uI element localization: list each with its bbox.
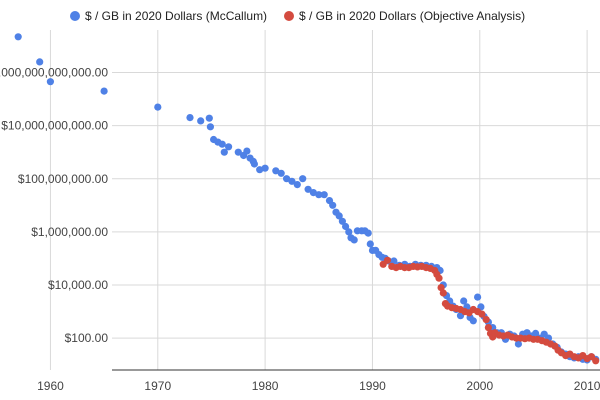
y-tick-label: $1,000,000.00 bbox=[31, 225, 108, 239]
legend-marker-mccallum bbox=[70, 11, 80, 21]
data-point bbox=[435, 274, 443, 282]
data-point bbox=[383, 256, 392, 264]
x-tick-label: 2000 bbox=[466, 379, 493, 393]
legend: $ / GB in 2020 Dollars (McCallum) $ / GB… bbox=[70, 9, 525, 23]
data-point bbox=[14, 33, 22, 41]
series-1 bbox=[379, 256, 600, 365]
data-point bbox=[243, 147, 251, 155]
y-tick-label: $100.00 bbox=[65, 331, 109, 345]
data-point bbox=[342, 222, 350, 231]
y-tick-label: $100,000,000.00 bbox=[18, 172, 108, 186]
data-point bbox=[234, 148, 242, 156]
data-point bbox=[309, 189, 317, 197]
x-tick-label: 1960 bbox=[37, 379, 64, 393]
data-point bbox=[514, 340, 523, 348]
data-point bbox=[350, 236, 358, 244]
x-tick-label: 1990 bbox=[359, 379, 386, 393]
data-point bbox=[366, 240, 374, 248]
data-point bbox=[304, 185, 312, 193]
y-tick-label: $10,000,000,000.00 bbox=[1, 119, 108, 133]
series-0 bbox=[14, 33, 600, 364]
data-point bbox=[390, 257, 398, 265]
data-point bbox=[532, 329, 540, 337]
data-point bbox=[338, 217, 346, 225]
grid-layer bbox=[49, 30, 600, 371]
data-point bbox=[261, 164, 269, 172]
data-point bbox=[315, 191, 323, 199]
data-point bbox=[277, 169, 285, 177]
data-point bbox=[206, 123, 214, 131]
data-point bbox=[439, 289, 447, 297]
data-point bbox=[335, 212, 343, 220]
data-point bbox=[36, 58, 44, 66]
data-point bbox=[225, 143, 233, 151]
data-point bbox=[329, 201, 337, 209]
legend-label-objective-analysis: $ / GB in 2020 Dollars (Objective Analys… bbox=[299, 9, 525, 23]
tick-layer: $100.00 $10,000.00 $1,000,000.00 $100,000,0… bbox=[0, 66, 600, 394]
y-tick-label: $1,000,000,000,000.00 bbox=[0, 66, 108, 80]
data-point bbox=[197, 117, 205, 125]
x-tick-label: 1970 bbox=[144, 379, 171, 393]
x-tick-label: 1980 bbox=[252, 379, 279, 393]
data-point bbox=[299, 175, 307, 183]
data-point bbox=[256, 166, 264, 174]
data-point bbox=[100, 87, 108, 95]
data-point bbox=[250, 160, 258, 168]
data-point bbox=[364, 229, 372, 237]
data-point bbox=[154, 103, 162, 111]
data-point bbox=[186, 114, 194, 122]
data-point bbox=[482, 316, 490, 324]
data-point bbox=[474, 293, 482, 301]
data-point bbox=[205, 114, 213, 122]
data-point bbox=[484, 324, 492, 332]
data-point bbox=[320, 191, 328, 199]
series-layer bbox=[14, 33, 600, 365]
data-point bbox=[437, 284, 445, 292]
legend-label-mccallum: $ / GB in 2020 Dollars (McCallum) bbox=[85, 9, 267, 23]
x-tick-label: 2010 bbox=[574, 379, 600, 393]
data-point bbox=[592, 357, 600, 365]
data-point bbox=[345, 228, 353, 236]
data-point bbox=[288, 177, 296, 185]
data-point bbox=[460, 297, 468, 305]
data-point bbox=[46, 78, 55, 86]
y-tick-label: $10,000.00 bbox=[48, 278, 108, 292]
data-point bbox=[478, 310, 486, 318]
data-point bbox=[272, 167, 280, 175]
data-point bbox=[469, 317, 477, 325]
data-point bbox=[293, 181, 301, 189]
legend-marker-objective-analysis bbox=[284, 11, 294, 21]
data-point bbox=[220, 148, 228, 156]
data-point bbox=[218, 140, 226, 148]
